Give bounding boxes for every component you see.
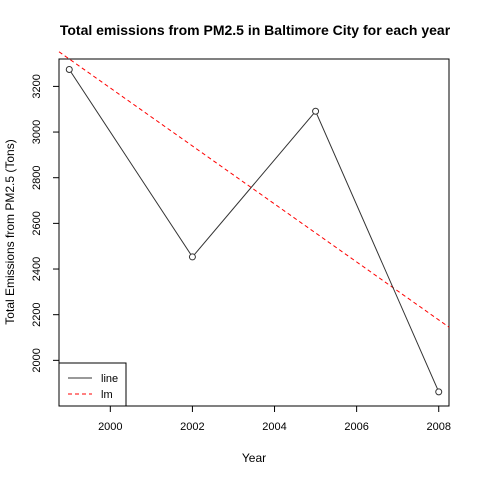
chart-title: Total emissions from PM2.5 in Baltimore … [60, 22, 451, 38]
series-layer [58, 51, 450, 396]
y-tick-label: 2600 [31, 211, 43, 235]
y-axis-label: Total Emissions from PM2.5 (Tons) [3, 139, 17, 324]
series-lm-line [58, 51, 450, 328]
legend-label-line: line [101, 373, 118, 385]
x-axis: 2000 2002 2004 2006 2008 [98, 406, 451, 433]
y-tick-label: 2000 [31, 348, 43, 372]
x-axis-label: Year [242, 451, 266, 465]
plot-frame [58, 58, 450, 407]
data-point [188, 253, 196, 261]
x-tick-label: 2004 [262, 421, 286, 433]
data-point [65, 66, 73, 74]
x-tick-label: 2008 [426, 421, 450, 433]
legend-label-lm: lm [101, 389, 113, 401]
series-line-path [68, 69, 440, 393]
y-axis: 2000 2200 2400 2600 2800 3000 3200 [31, 74, 59, 373]
y-tick-label: 2200 [31, 302, 43, 326]
x-tick-label: 2006 [344, 421, 368, 433]
data-point [435, 388, 443, 396]
legend: line lm [58, 362, 127, 407]
y-tick-label: 3200 [31, 74, 43, 98]
y-tick-label: 3000 [31, 120, 43, 144]
x-tick-label: 2002 [180, 421, 204, 433]
legend-box [58, 362, 127, 407]
data-point [312, 107, 320, 115]
y-tick-label: 2800 [31, 165, 43, 189]
x-tick-label: 2000 [98, 421, 122, 433]
y-tick-label: 2400 [31, 257, 43, 281]
